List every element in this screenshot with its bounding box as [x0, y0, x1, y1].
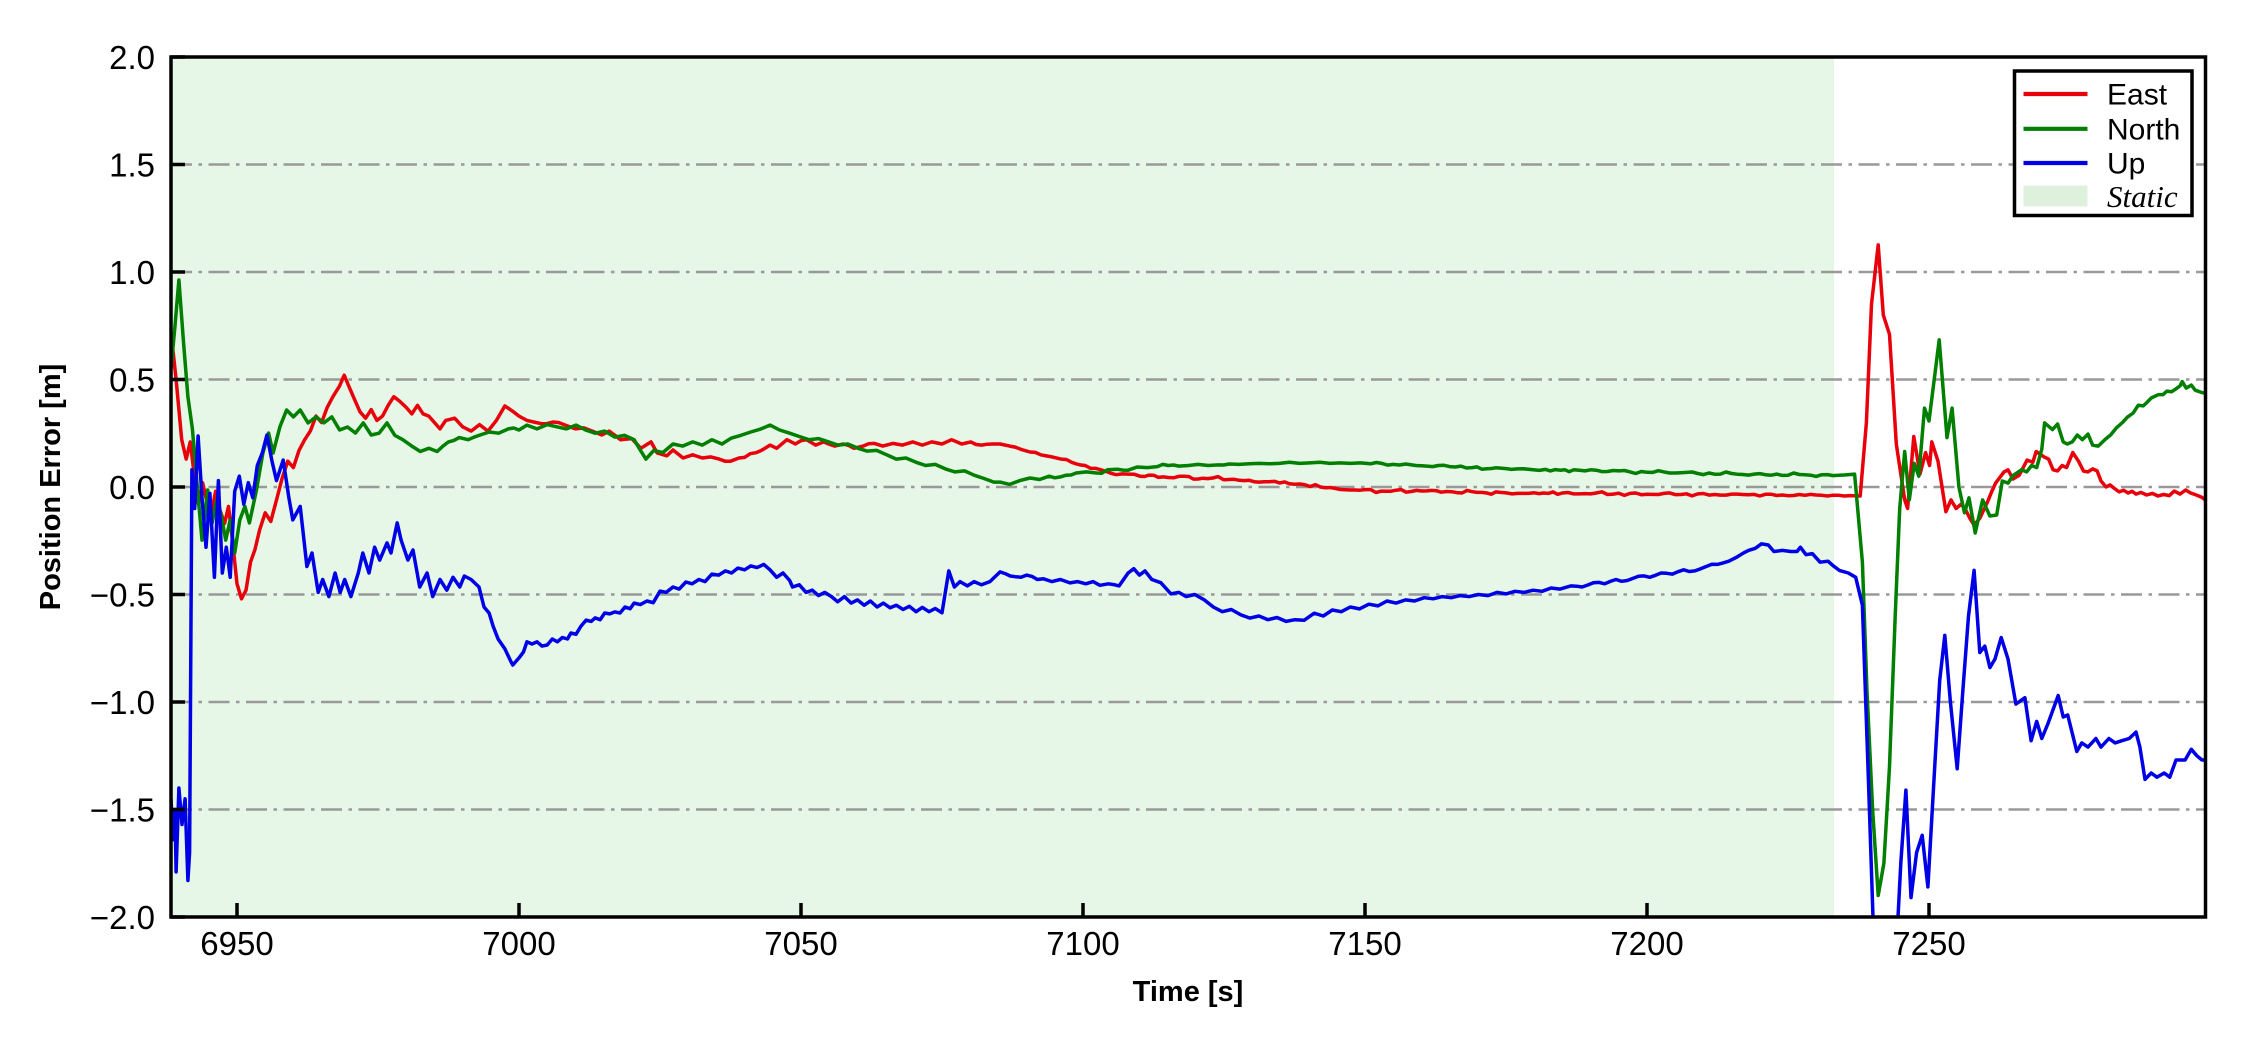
svg-text:0.0: 0.0 [109, 469, 155, 506]
svg-text:1.0: 1.0 [109, 254, 155, 291]
svg-text:Up: Up [2107, 148, 2145, 181]
svg-text:−2.0: −2.0 [90, 899, 155, 936]
svg-text:−0.5: −0.5 [90, 576, 155, 613]
svg-text:Static: Static [2107, 179, 2178, 214]
svg-text:East: East [2107, 79, 2168, 112]
svg-text:7100: 7100 [1046, 925, 1119, 962]
svg-text:2.0: 2.0 [109, 39, 155, 76]
svg-text:7000: 7000 [482, 925, 555, 962]
svg-text:Time [s]: Time [s] [1133, 976, 1244, 1008]
svg-text:0.5: 0.5 [109, 361, 155, 398]
svg-text:7050: 7050 [764, 925, 837, 962]
svg-text:7200: 7200 [1610, 925, 1683, 962]
svg-text:1.5: 1.5 [109, 146, 155, 183]
svg-text:6950: 6950 [200, 925, 273, 962]
svg-text:Position Error [m]: Position Error [m] [35, 364, 67, 611]
svg-text:7250: 7250 [1892, 925, 1965, 962]
svg-text:North: North [2107, 113, 2180, 146]
svg-text:−1.5: −1.5 [90, 791, 155, 828]
svg-text:7150: 7150 [1328, 925, 1401, 962]
svg-text:−1.0: −1.0 [90, 684, 155, 721]
